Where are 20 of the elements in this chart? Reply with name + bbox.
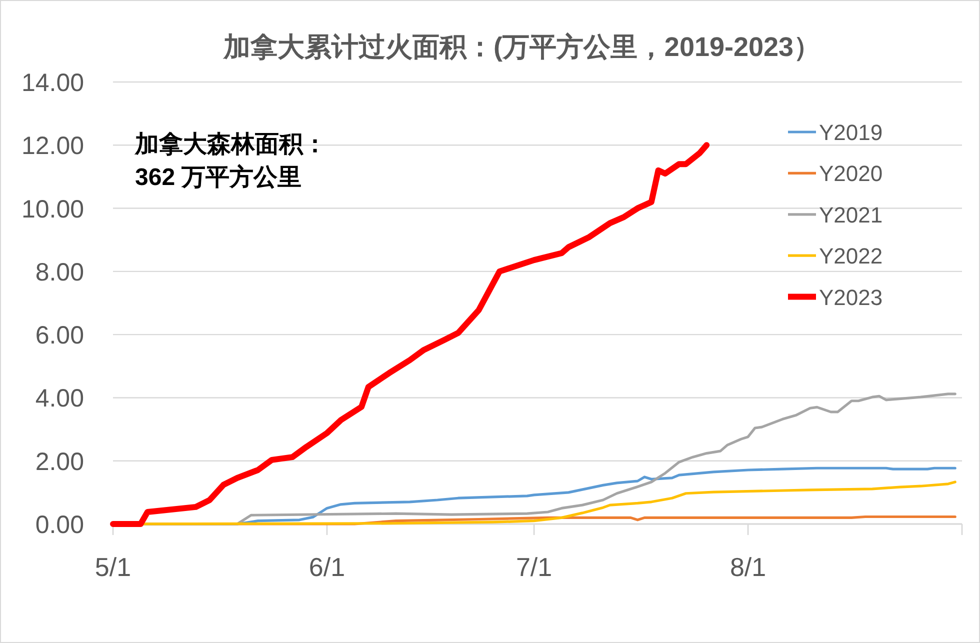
annotation: 加拿大森林面积：	[134, 131, 327, 158]
legend-label: Y2023	[819, 284, 883, 310]
y-tick-label: 12.00	[21, 132, 84, 160]
y-tick-label: 8.00	[35, 258, 84, 286]
x-tick-label: 6/1	[308, 552, 346, 582]
chart-title: 加拿大累计过火面积：(万平方公里，2019-2023）	[222, 32, 821, 62]
y-tick-label: 4.00	[35, 384, 84, 413]
y-tick-label: 2.00	[35, 448, 84, 476]
x-tick-label: 7/1	[516, 552, 552, 582]
y-tick-label: 6.00	[35, 322, 84, 350]
legend-label: Y2020	[819, 161, 883, 186]
legend-label: Y2019	[819, 120, 883, 145]
legend-label: Y2021	[819, 202, 883, 228]
y-tick-label: 14.00	[21, 69, 84, 97]
annotation: 362 万平方公里	[135, 163, 302, 191]
x-tick-label: 8/1	[730, 552, 766, 582]
x-tick-label: 5/1	[94, 552, 132, 582]
legend-label: Y2022	[819, 244, 883, 269]
y-tick-label: 10.00	[21, 195, 84, 224]
y-tick-label: 0.00	[35, 511, 84, 539]
